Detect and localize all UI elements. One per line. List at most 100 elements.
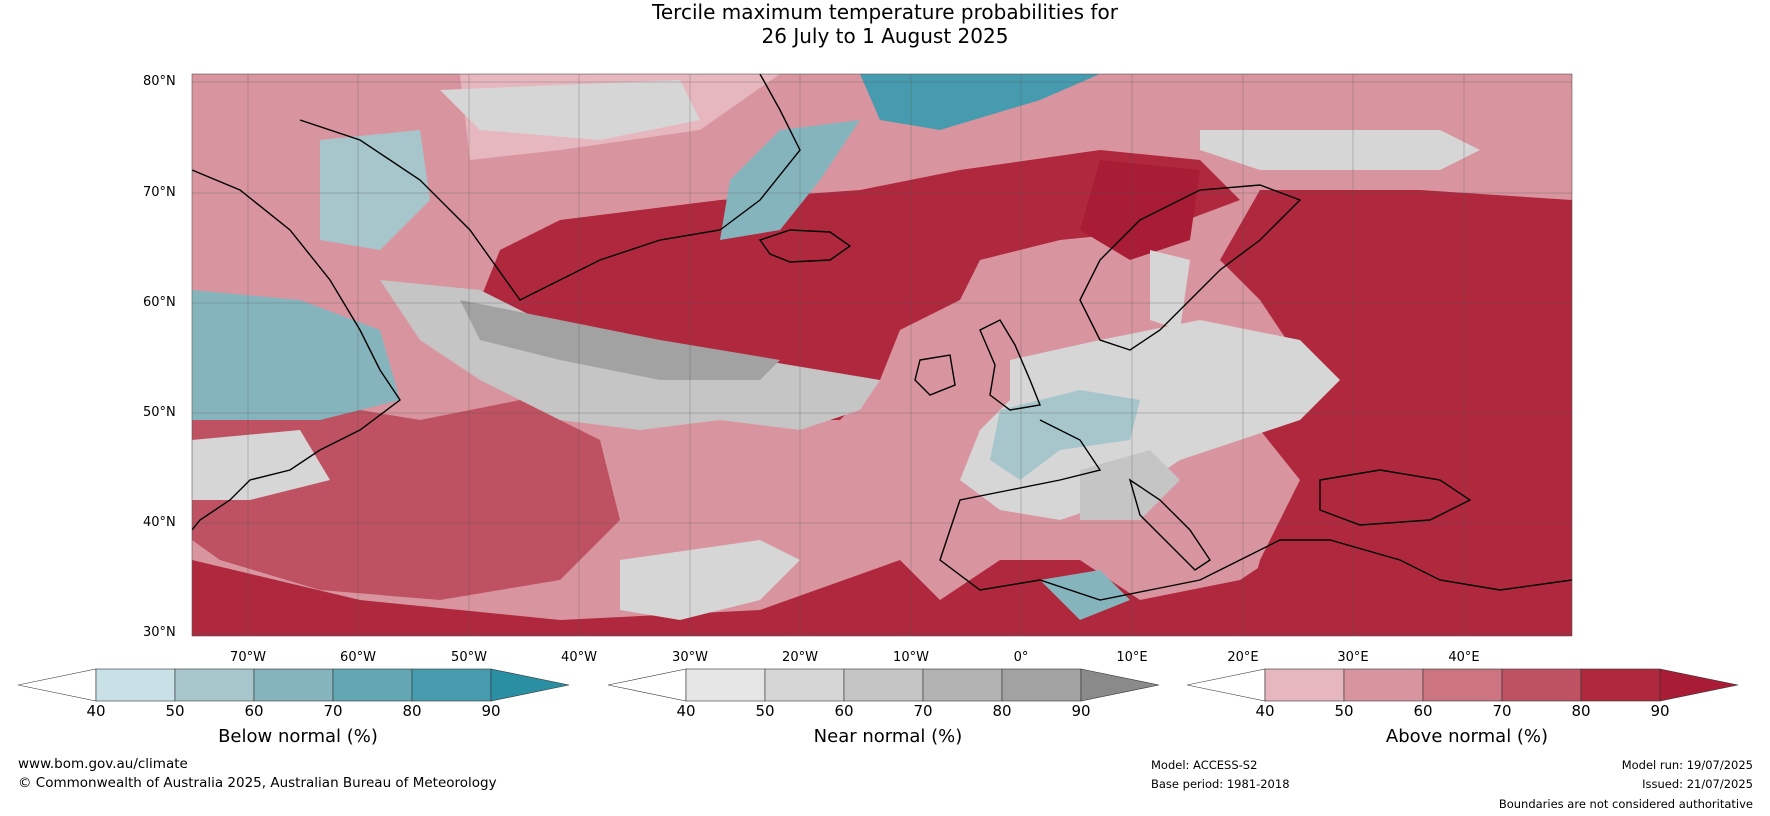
below-normal-region <box>990 390 1140 480</box>
colorbar-tick-label: 80 <box>992 702 1012 720</box>
colorbar-swatch <box>1264 668 1345 702</box>
longitude-label: 70°W <box>230 650 266 665</box>
below-normal-region <box>320 130 430 250</box>
colorbar-near-normal: Near normal (%) 40 50 60 70 80 90 <box>608 666 1168 766</box>
footer-website: www.bom.gov.au/climate <box>18 756 188 772</box>
coastlines <box>192 74 1572 601</box>
map-fill <box>192 74 1572 636</box>
colorbar-swatch <box>95 668 176 702</box>
longitude-label: 0° <box>1013 650 1029 665</box>
colorbar-below-swatches <box>18 668 570 702</box>
colorbar-tick-label: 90 <box>1650 702 1670 720</box>
longitude-label: 10°W <box>893 650 929 665</box>
near-normal-region <box>460 300 780 380</box>
colorbar-extend-low <box>1187 668 1266 702</box>
footer-disclaimer: Boundaries are not considered authoritat… <box>1498 797 1753 811</box>
colorbar-swatch <box>1422 668 1503 702</box>
colorbar-tick-label: 40 <box>86 702 106 720</box>
colorbar-swatch <box>843 668 924 702</box>
colorbar-tick-label: 50 <box>755 702 775 720</box>
colorbar-swatch <box>764 668 845 702</box>
footer-issued: Issued: 21/07/2025 <box>1642 777 1753 791</box>
colorbar-tick-label: 40 <box>676 702 696 720</box>
near-normal-region <box>440 80 700 140</box>
below-normal-region <box>192 290 400 420</box>
colorbar-below-normal: Below normal (%) 40 50 60 70 80 90 <box>18 666 578 766</box>
colorbar-swatch <box>1343 668 1424 702</box>
near-normal-region <box>1080 450 1180 520</box>
longitude-label: 20°E <box>1227 650 1259 665</box>
map-frame <box>191 73 1573 637</box>
longitude-label: 60°W <box>340 650 376 665</box>
colorbar-tick-label: 50 <box>165 702 185 720</box>
near-normal-region <box>620 540 800 620</box>
probability-map <box>191 73 1573 637</box>
below-normal-region <box>860 74 1100 130</box>
latitude-label: 60°N <box>143 295 176 310</box>
longitude-label: 20°W <box>782 650 818 665</box>
longitude-label: 50°W <box>451 650 487 665</box>
colorbar-swatch <box>174 668 255 702</box>
colorbar-extend-low <box>18 668 97 702</box>
colorbar-swatch <box>685 668 766 702</box>
colorbar-tick-label: 80 <box>1571 702 1591 720</box>
colorbar-swatch <box>1580 668 1661 702</box>
colorbar-swatch <box>1001 668 1082 702</box>
british-isles-coast <box>979 319 1041 411</box>
colorbar-above-normal: Above normal (%) 40 50 60 70 80 90 <box>1187 666 1747 766</box>
title-line-2: 26 July to 1 August 2025 <box>761 24 1009 48</box>
latitude-label: 80°N <box>143 74 176 89</box>
greenland-coast <box>299 74 801 301</box>
colorbar-tick-label: 50 <box>1334 702 1354 720</box>
latitude-label: 70°N <box>143 185 176 200</box>
colorbar-tick-label: 90 <box>481 702 501 720</box>
colorbar-swatch <box>922 668 1003 702</box>
colorbar-swatch <box>411 668 492 702</box>
longitude-label: 30°E <box>1337 650 1369 665</box>
colorbar-extend-high <box>490 668 570 702</box>
near-normal-region <box>960 320 1340 520</box>
longitude-label: 10°E <box>1116 650 1148 665</box>
colorbar-tick-label: 70 <box>1492 702 1512 720</box>
colorbar-tick-label: 70 <box>323 702 343 720</box>
colorbar-tick-label: 60 <box>244 702 264 720</box>
colorbar-swatch <box>1501 668 1582 702</box>
colorbar-swatch <box>253 668 334 702</box>
graticule <box>192 74 1572 636</box>
colorbar-extend-high <box>1659 668 1739 702</box>
scandinavia-coast <box>1079 184 1302 351</box>
colorbar-below-label: Below normal (%) <box>218 726 378 747</box>
latitude-label: 50°N <box>143 405 176 420</box>
near-normal-region <box>1200 130 1480 170</box>
colorbar-extend-low <box>608 668 687 702</box>
colorbar-tick-label: 80 <box>402 702 422 720</box>
north-america-coast <box>192 169 401 531</box>
title-line-1: Tercile maximum temperature probabilitie… <box>652 0 1118 24</box>
colorbar-tick-label: 90 <box>1071 702 1091 720</box>
colorbar-above-label: Above normal (%) <box>1385 726 1549 747</box>
longitude-label: 40°E <box>1448 650 1480 665</box>
above-normal-region <box>1080 160 1200 260</box>
near-normal-region <box>192 430 330 500</box>
italy-coast <box>1128 478 1211 571</box>
latitude-label: 30°N <box>143 625 176 640</box>
above-normal-region <box>192 400 620 600</box>
footer-model-run: Model run: 19/07/2025 <box>1621 758 1753 772</box>
black-sea-coast <box>1319 469 1472 526</box>
colorbar-tick-label: 70 <box>913 702 933 720</box>
colorbar-tick-label: 60 <box>1413 702 1433 720</box>
colorbar-near-swatches <box>608 668 1160 702</box>
longitude-label: 30°W <box>672 650 708 665</box>
below-normal-region <box>720 120 860 240</box>
ireland-coast <box>914 354 956 396</box>
colorbar-tick-label: 40 <box>1255 702 1275 720</box>
colorbar-near-label: Near normal (%) <box>813 726 963 747</box>
map-title: Tercile maximum temperature probabilitie… <box>0 0 1770 48</box>
footer-copyright: © Commonwealth of Australia 2025, Austra… <box>18 775 497 791</box>
europe-coast <box>939 419 1572 601</box>
footer-base-period: Base period: 1981-2018 <box>1151 777 1290 791</box>
longitude-label: 40°W <box>561 650 597 665</box>
footer-model: Model: ACCESS-S2 <box>1151 758 1258 772</box>
above-normal-region <box>192 540 1572 636</box>
colorbar-extend-high <box>1080 668 1160 702</box>
